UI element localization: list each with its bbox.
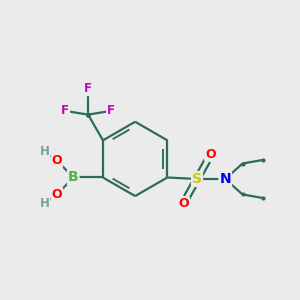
Text: S: S [192, 172, 202, 186]
Text: O: O [205, 148, 216, 160]
Text: F: F [61, 103, 69, 117]
Text: O: O [178, 197, 189, 210]
Text: F: F [84, 82, 92, 95]
Text: F: F [107, 103, 115, 117]
Text: H: H [40, 196, 49, 210]
Text: N: N [220, 172, 231, 186]
Text: O: O [52, 188, 62, 201]
Text: B: B [68, 170, 79, 184]
Text: H: H [40, 146, 49, 158]
Text: O: O [52, 154, 62, 167]
